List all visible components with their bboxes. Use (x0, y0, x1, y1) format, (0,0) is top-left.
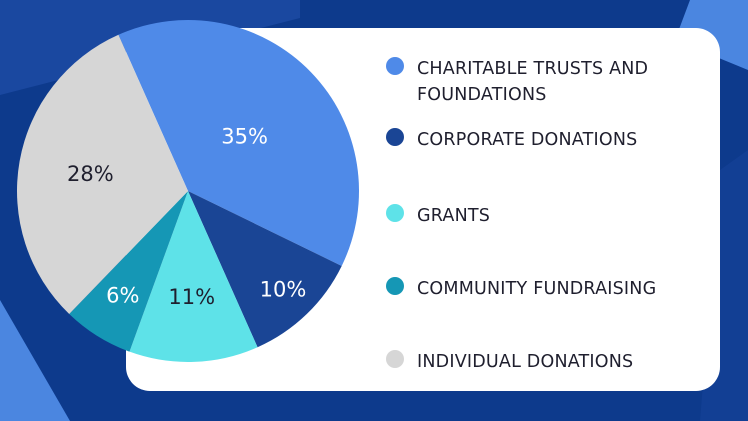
legend-label-individual-donations: INDIVIDUAL DONATIONS (417, 352, 634, 372)
legend-swatch-grants (386, 204, 404, 222)
pie-label-grants: 11% (168, 285, 215, 309)
legend-item-individual-donations: INDIVIDUAL DONATIONS (386, 349, 633, 375)
pie-slice-grants (129, 191, 258, 362)
pie-label-community-fundraising: 6% (106, 283, 139, 307)
legend-swatch-corporate-donations (386, 128, 404, 146)
pie-slices (16, 20, 360, 362)
legend-swatch-individual-donations (386, 350, 404, 368)
legend-item-charitable-trusts-and-foundations: CHARITABLE TRUSTS AND FOUNDATIONS (386, 56, 648, 108)
legend-label-charitable-trusts-and-foundations: CHARITABLE TRUSTS AND FOUNDATIONS (417, 59, 649, 105)
legend-swatch-charitable-trusts-and-foundations (386, 57, 404, 75)
pie-slice-corporate-donations (188, 191, 342, 348)
pie-slice-charitable-trusts-and-foundations (118, 20, 360, 266)
pie-slice-community-fundraising (69, 191, 188, 352)
pie-label-corporate-donations: 10% (260, 277, 307, 301)
pie-labels: 35% 10% 11% 6% 28% (67, 124, 306, 309)
pie-label-individual-donations: 28% (67, 162, 114, 186)
legend-item-corporate-donations: CORPORATE DONATIONS (386, 127, 637, 153)
background-shape-bottom-left (0, 300, 70, 421)
pie-slice-individual-donations (16, 34, 189, 315)
legend-item-grants: GRANTS (386, 203, 490, 229)
legend-label-corporate-donations: CORPORATE DONATIONS (417, 130, 638, 150)
legend-swatch-community-fundraising (386, 277, 404, 295)
legend-item-community-fundraising: COMMUNITY FUNDRAISING (386, 276, 656, 302)
legend-label-grants: GRANTS (417, 206, 491, 226)
legend-label-community-fundraising: COMMUNITY FUNDRAISING (417, 279, 657, 299)
pie-label-charitable-trusts-and-foundations: 35% (221, 124, 268, 148)
